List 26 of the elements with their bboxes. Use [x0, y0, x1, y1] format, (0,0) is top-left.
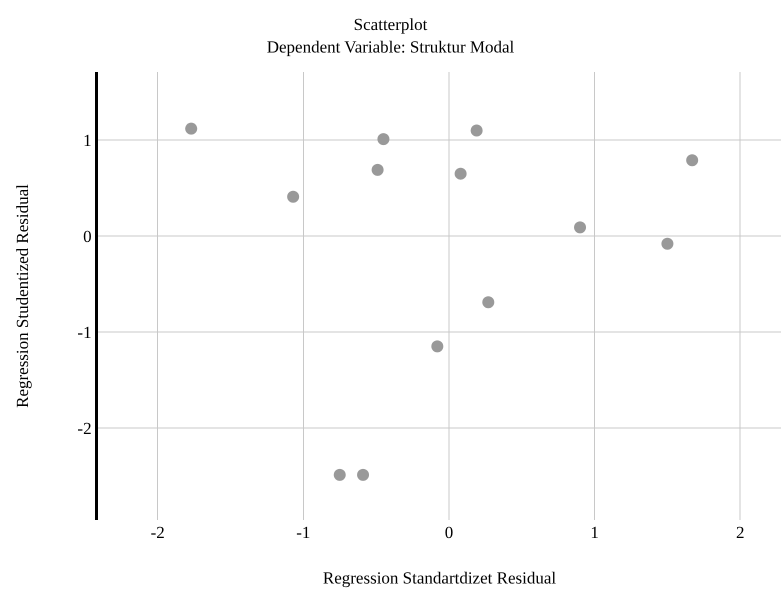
point	[482, 296, 494, 308]
point	[574, 221, 586, 234]
x-tick-label: 2	[736, 523, 744, 542]
x-tick-label: 0	[444, 523, 454, 542]
point	[334, 468, 346, 481]
chart-subtitle: Dependent Variable: Struktur Modal	[266, 37, 515, 56]
x-axis-title: Regression Standartdizet Residual	[322, 568, 556, 588]
x-tick-label: -1	[296, 523, 310, 542]
point	[454, 168, 467, 180]
point	[661, 238, 674, 250]
point	[686, 154, 698, 166]
x-tick-label: 1	[590, 523, 599, 542]
y-tick-label: 0	[83, 226, 92, 246]
point	[431, 340, 444, 352]
point	[357, 468, 370, 481]
y-axis-title: Regression Studentized Residual	[12, 184, 32, 408]
point	[372, 164, 384, 176]
point	[377, 133, 390, 146]
point	[185, 122, 198, 135]
point	[287, 190, 300, 203]
y-tick-label: -2	[77, 418, 92, 438]
point	[470, 124, 483, 137]
chart-title: Scatterplot	[354, 15, 428, 34]
x-tick-label: -2	[150, 523, 165, 542]
y-tick-label: -1	[77, 322, 92, 342]
y-tick-label: 1	[83, 131, 92, 150]
